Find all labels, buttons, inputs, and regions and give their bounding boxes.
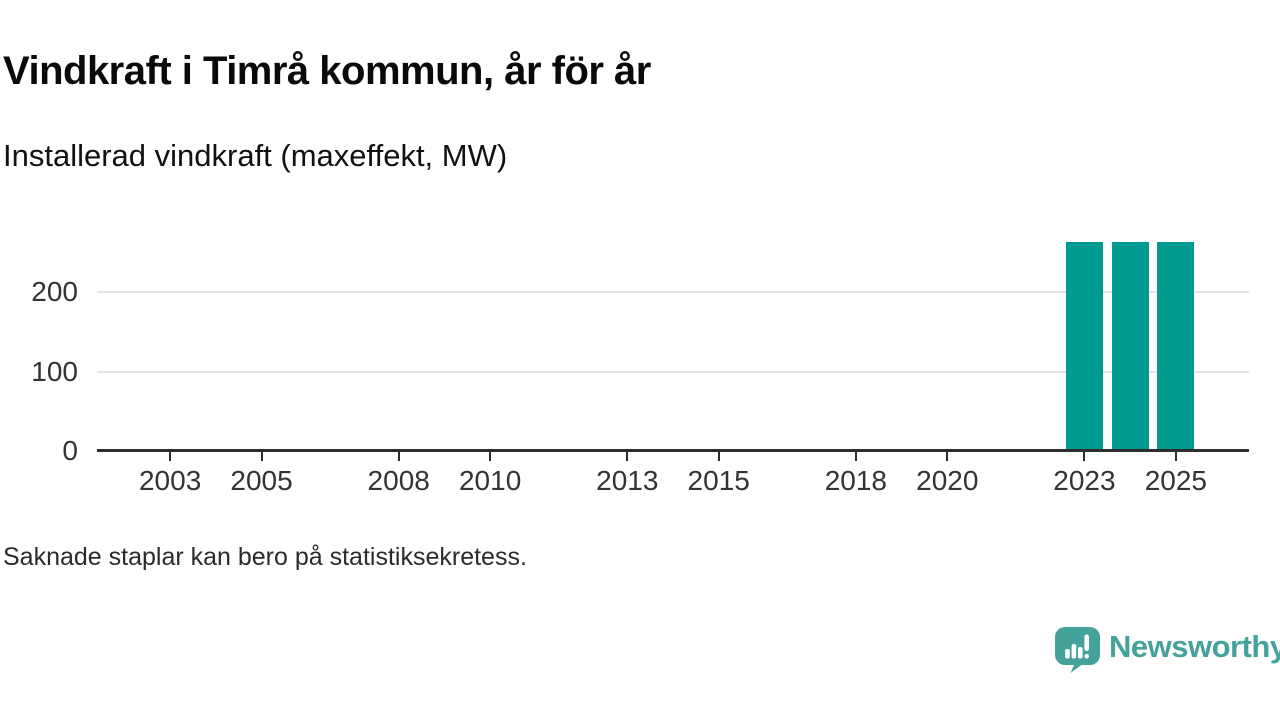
newsworthy-logo: Newsworthy: [1055, 627, 1280, 673]
x-axis-tick-2003: [169, 451, 172, 461]
y-axis-tick-label: 0: [62, 435, 78, 466]
x-axis-tick-2020: [946, 451, 949, 461]
x-axis-tick-2025: [1174, 451, 1177, 461]
x-axis-tick-2023: [1083, 451, 1086, 461]
chart-subtitle: Installerad vindkraft (maxeffekt, MW): [3, 138, 508, 173]
gridline-y-100: [97, 370, 1249, 373]
x-axis-tick-label: 2005: [230, 465, 293, 496]
x-axis-tick-label: 2018: [824, 465, 887, 496]
x-axis-tick-2015: [717, 451, 720, 461]
bar-2025: [1157, 242, 1195, 451]
x-axis-tick-label: 2010: [458, 465, 522, 496]
y-axis-tick-label: 200: [31, 276, 78, 308]
x-axis-tick-2018: [854, 451, 857, 461]
x-axis-tick-label: 2013: [596, 465, 659, 496]
x-axis-tick-label: 2020: [916, 465, 979, 496]
bar-2023: [1065, 242, 1103, 451]
x-axis-tick-label: 2025: [1144, 465, 1207, 496]
x-axis-tick-2005: [260, 451, 263, 461]
x-axis-tick-label: 2003: [138, 465, 202, 496]
x-axis-tick-2008: [397, 451, 400, 461]
x-axis-tick-label: 2008: [367, 465, 430, 496]
chart-footnote: Saknade staplar kan bero på statistiksek…: [3, 543, 527, 571]
speech-bubble-bar-chart-exclamation-icon: [1055, 627, 1100, 673]
x-axis-tick-label: 2023: [1053, 465, 1116, 496]
y-axis-tick-label: 100: [31, 355, 78, 387]
x-axis-line: [97, 448, 1249, 452]
x-axis-tick-2010: [489, 451, 492, 461]
x-axis-tick-2013: [626, 451, 629, 461]
x-axis-tick-label: 2015: [687, 465, 750, 496]
chart-title: Vindkraft i Timrå kommun, år för år: [3, 49, 651, 93]
newsworthy-wordmark: Newsworthy: [1109, 629, 1280, 664]
gridline-y-200: [97, 291, 1249, 294]
bar-2024: [1111, 242, 1149, 451]
